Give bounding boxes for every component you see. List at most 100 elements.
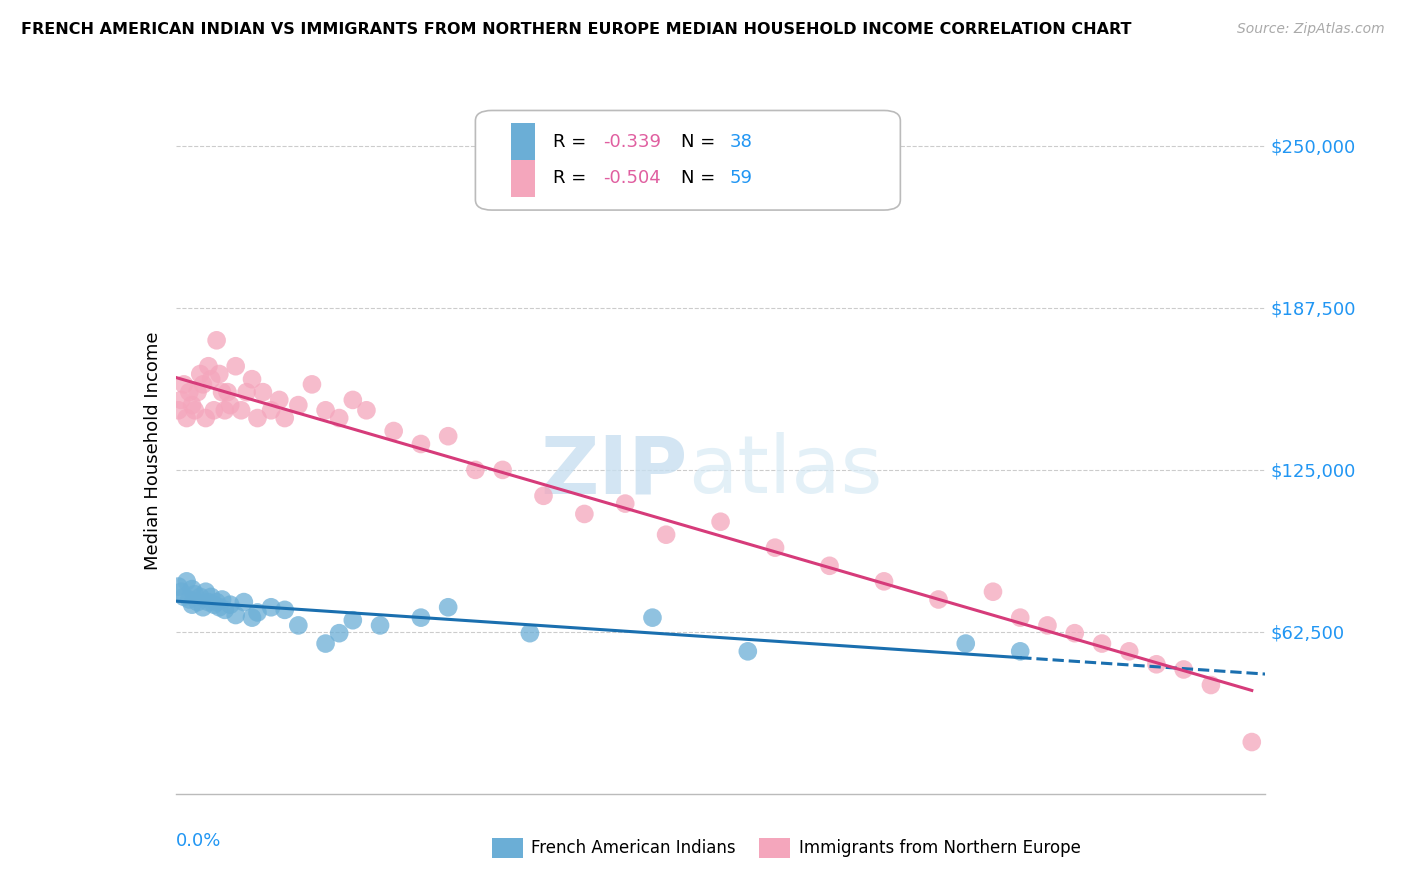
Point: [181, 398, 204, 412]
Point: [437, 429, 460, 443]
Text: ZIP: ZIP: [541, 432, 688, 510]
Point: [184, 587, 207, 601]
Point: [225, 608, 247, 623]
Point: [219, 598, 242, 612]
Point: [202, 403, 225, 417]
Point: [246, 411, 269, 425]
Point: [205, 595, 228, 609]
Point: [328, 411, 350, 425]
Point: [188, 590, 211, 604]
Point: [173, 377, 195, 392]
Text: atlas: atlas: [688, 432, 882, 510]
Point: [328, 626, 350, 640]
Point: [186, 595, 209, 609]
Point: [188, 367, 211, 381]
Point: [208, 600, 231, 615]
Text: FRENCH AMERICAN INDIAN VS IMMIGRANTS FROM NORTHERN EUROPE MEDIAN HOUSEHOLD INCOM: FRENCH AMERICAN INDIAN VS IMMIGRANTS FRO…: [21, 22, 1132, 37]
Point: [287, 398, 309, 412]
Point: [492, 463, 515, 477]
Text: -0.504: -0.504: [603, 169, 661, 187]
Point: [301, 377, 323, 392]
Point: [356, 403, 378, 417]
Point: [194, 584, 217, 599]
Point: [186, 385, 209, 400]
Point: [873, 574, 896, 589]
Text: N =: N =: [682, 169, 721, 187]
Point: [614, 497, 637, 511]
Text: R =: R =: [553, 133, 592, 151]
Point: [194, 411, 217, 425]
Point: [1010, 644, 1032, 658]
Point: [219, 398, 242, 412]
Point: [274, 603, 297, 617]
Point: [409, 610, 432, 624]
Point: [252, 385, 274, 400]
Point: [217, 385, 239, 400]
Point: [179, 592, 201, 607]
Point: [191, 377, 214, 392]
Point: [232, 595, 254, 609]
Bar: [512, 160, 536, 197]
Point: [368, 618, 391, 632]
Point: [574, 507, 596, 521]
Point: [342, 392, 364, 407]
Point: [981, 584, 1004, 599]
Point: [437, 600, 460, 615]
Text: 38: 38: [730, 133, 752, 151]
Point: [202, 598, 225, 612]
Point: [1063, 626, 1085, 640]
Point: [211, 385, 233, 400]
Text: Immigrants from Northern Europe: Immigrants from Northern Europe: [799, 839, 1080, 857]
Point: [173, 590, 195, 604]
Y-axis label: Median Household Income: Median Household Income: [143, 331, 162, 570]
Point: [1144, 657, 1167, 672]
Point: [225, 359, 247, 374]
Point: [287, 618, 309, 632]
Text: Source: ZipAtlas.com: Source: ZipAtlas.com: [1237, 22, 1385, 37]
Point: [179, 385, 201, 400]
Point: [641, 610, 664, 624]
Point: [170, 584, 193, 599]
Point: [763, 541, 786, 555]
Point: [737, 644, 759, 658]
Text: -0.339: -0.339: [603, 133, 661, 151]
Point: [208, 367, 231, 381]
Point: [928, 592, 950, 607]
Point: [1010, 610, 1032, 624]
Point: [200, 372, 222, 386]
Point: [197, 595, 219, 609]
Point: [1091, 636, 1114, 650]
Point: [167, 580, 190, 594]
Point: [167, 403, 190, 417]
Point: [235, 385, 257, 400]
Text: R =: R =: [553, 169, 592, 187]
Text: French American Indians: French American Indians: [531, 839, 737, 857]
Point: [409, 437, 432, 451]
Point: [1240, 735, 1263, 749]
Point: [176, 411, 198, 425]
Point: [240, 372, 263, 386]
Point: [181, 582, 204, 596]
Text: 0.0%: 0.0%: [176, 831, 221, 850]
Point: [710, 515, 733, 529]
Point: [214, 603, 236, 617]
Point: [315, 403, 337, 417]
Point: [519, 626, 541, 640]
Point: [818, 558, 841, 573]
Point: [184, 403, 207, 417]
Point: [274, 411, 297, 425]
Text: 59: 59: [730, 169, 752, 187]
Point: [191, 600, 214, 615]
Point: [1118, 644, 1140, 658]
Point: [260, 600, 283, 615]
FancyBboxPatch shape: [475, 111, 900, 211]
Point: [214, 403, 236, 417]
Bar: [512, 123, 536, 161]
Point: [382, 424, 405, 438]
Point: [170, 392, 193, 407]
Point: [231, 403, 253, 417]
Point: [181, 598, 204, 612]
Point: [1036, 618, 1059, 632]
Point: [464, 463, 486, 477]
Point: [533, 489, 555, 503]
